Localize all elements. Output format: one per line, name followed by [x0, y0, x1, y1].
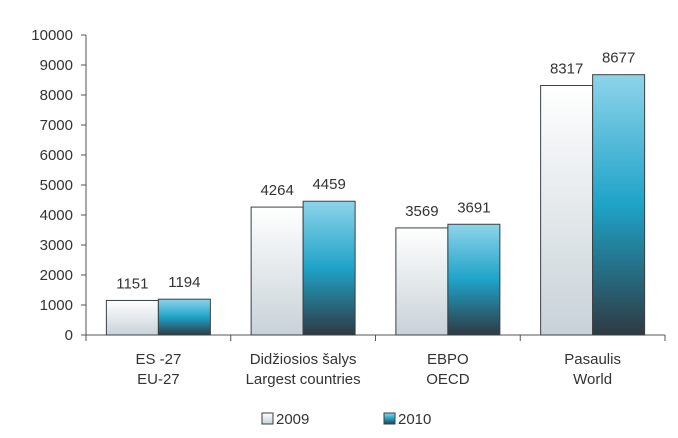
y-tick-label: 10000	[31, 27, 73, 44]
data-label: 4264	[260, 182, 293, 199]
x-axis: ES -27 EU-27 Didžiosios šalys Largest count…	[85, 334, 666, 388]
data-label: 3569	[405, 203, 438, 220]
x-category-label: Didžiosios šalys	[250, 351, 357, 368]
data-label: 1151	[116, 275, 148, 292]
y-axis: 0 1000 2000 3000 4000 5000 6000 7000 8000 9000 100…	[31, 27, 87, 344]
x-category-label: World	[573, 371, 612, 388]
x-category-label: OECD	[426, 371, 470, 388]
x-category-label: EU-27	[137, 371, 180, 388]
x-category-label: ES -27	[135, 351, 181, 368]
y-tick-label: 3000	[40, 237, 73, 254]
bar-2009	[540, 84, 594, 336]
data-label: 3691	[457, 199, 490, 216]
bar-2009	[395, 227, 449, 336]
legend-label: 2009	[276, 411, 309, 428]
bars	[105, 74, 646, 336]
y-tick-label: 4000	[40, 207, 73, 224]
data-label: 8317	[550, 60, 583, 77]
legend-swatch	[383, 412, 396, 425]
data-label: 1194	[168, 274, 200, 291]
x-category-label: Pasaulis	[564, 351, 621, 368]
x-category-label: EBPO	[427, 351, 469, 368]
y-tick-label: 9000	[40, 57, 73, 74]
x-category-label: Largest countries	[246, 371, 361, 388]
legend-label: 2010	[398, 411, 431, 428]
y-tick-label: 6000	[40, 147, 73, 164]
y-tick-label: 5000	[40, 177, 73, 194]
data-label: 4459	[312, 176, 345, 193]
bar-2010	[447, 223, 501, 336]
y-tick-label: 7000	[40, 117, 73, 134]
bar-2009	[250, 206, 304, 336]
bar-2009	[105, 299, 159, 336]
bar-2010	[302, 200, 356, 336]
data-label: 8677	[602, 50, 635, 67]
y-tick-label: 0	[65, 327, 73, 344]
y-tick-label: 8000	[40, 87, 73, 104]
y-tick-label: 1000	[40, 297, 73, 314]
bar-2010	[157, 298, 211, 336]
legend-swatch	[261, 412, 274, 425]
y-tick-label: 2000	[40, 267, 73, 284]
bar-2010	[592, 74, 646, 336]
legend: 2009 2010	[261, 411, 431, 428]
data-labels: 1151 1194 4264 4459 3569 3691 8317 8677	[116, 50, 635, 293]
